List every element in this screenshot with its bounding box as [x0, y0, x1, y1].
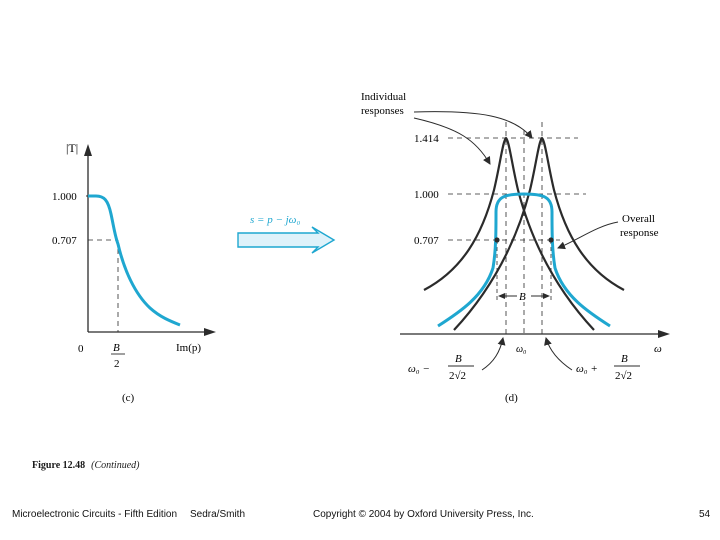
- panel-d-right-individual-curve: [453, 136, 625, 331]
- panel-d-label: (d): [505, 392, 518, 404]
- panel-d-x-axis-arrowhead: [658, 330, 670, 338]
- panel-c: |T| 1.000 0.707 0 B 2 Im(p) (c): [52, 141, 216, 404]
- panel-d-individual-label-line1: Individual: [361, 91, 406, 103]
- panel-c-y-axis-label: |T|: [66, 141, 78, 155]
- footer-authors: Sedra/Smith: [190, 509, 246, 520]
- panel-d-bandwidth-label: B: [519, 291, 526, 303]
- panel-d-individual-pointer-right: [413, 111, 533, 139]
- panel-d-right-frac-num: B: [621, 353, 628, 365]
- panel-c-lowpass-curve: [88, 194, 181, 327]
- panel-d-left-frac-num: B: [455, 353, 462, 365]
- panel-d-tick-1000-label: 1.000: [414, 189, 439, 201]
- panel-d-individual-pointer-left: [413, 117, 491, 165]
- panel-d-left-0707-dot: [494, 237, 500, 243]
- panel-d-x-axis-label: ω: [654, 343, 662, 355]
- footer-copyright: Copyright © 2004 by Oxford University Pr…: [313, 509, 534, 520]
- figure-caption: Figure 12.48 (Continued): [32, 460, 139, 471]
- panel-c-origin-label: 0: [78, 343, 84, 355]
- panel-c-x-axis-label: Im(p): [176, 342, 201, 354]
- panel-d-bandwidth-label-bg: [517, 288, 531, 302]
- panel-c-x-axis-arrowhead: [204, 328, 216, 336]
- transform-equation: s = p − jω₀: [250, 214, 300, 226]
- transform-hollow-arrow: [237, 226, 336, 254]
- panel-d-tick-1414-label: 1.414: [414, 133, 439, 145]
- panel-d-tick-0707-label: 0.707: [414, 235, 439, 247]
- panel-d-overall-curve: [437, 192, 611, 328]
- panel-d-right-0707-dot: [548, 237, 554, 243]
- panel-d-left-expr-head: ω₀ −: [408, 363, 430, 375]
- transform-arrow-group: s = p − jω₀: [237, 214, 336, 254]
- panel-c-tick-1000-label: 1.000: [52, 191, 77, 203]
- panel-d-right-frac-den: 2√2: [615, 370, 632, 382]
- panel-c-y-axis-arrowhead: [84, 144, 92, 156]
- panel-d-overall-pointer: [557, 221, 619, 250]
- panel-c-b-numerator: B: [113, 342, 120, 354]
- panel-d-left-band-pointer: [481, 337, 506, 371]
- panel-d-overall-label-line2: response: [620, 227, 659, 239]
- panel-d-bandwidth-arrowhead-left: [498, 293, 505, 299]
- footer-page-number: 54: [699, 509, 711, 520]
- panel-d-right-expr-head: ω₀ +: [576, 363, 598, 375]
- panel-d-bandwidth-arrowhead-right: [543, 293, 550, 299]
- panel-c-label: (c): [122, 392, 135, 404]
- panel-d-overall-label-line1: Overall: [622, 213, 655, 225]
- panel-c-tick-0707-label: 0.707: [52, 235, 77, 247]
- panel-d-right-band-pointer: [544, 337, 573, 371]
- panel-d-individual-label-line2: responses: [361, 105, 404, 117]
- panel-d-left-individual-curve: [423, 136, 595, 331]
- footer-book-title: Microelectronic Circuits - Fifth Edition: [12, 509, 178, 520]
- panel-d: B Individual responses 1.414 1.000 0.707…: [361, 91, 670, 404]
- panel-d-left-frac-den: 2√2: [449, 370, 466, 382]
- figure-note: (Continued): [91, 460, 140, 471]
- figure-number: Figure 12.48: [32, 460, 86, 471]
- panel-d-omega0-axis-label: ω₀: [516, 344, 527, 355]
- panel-c-b-denominator: 2: [114, 358, 120, 370]
